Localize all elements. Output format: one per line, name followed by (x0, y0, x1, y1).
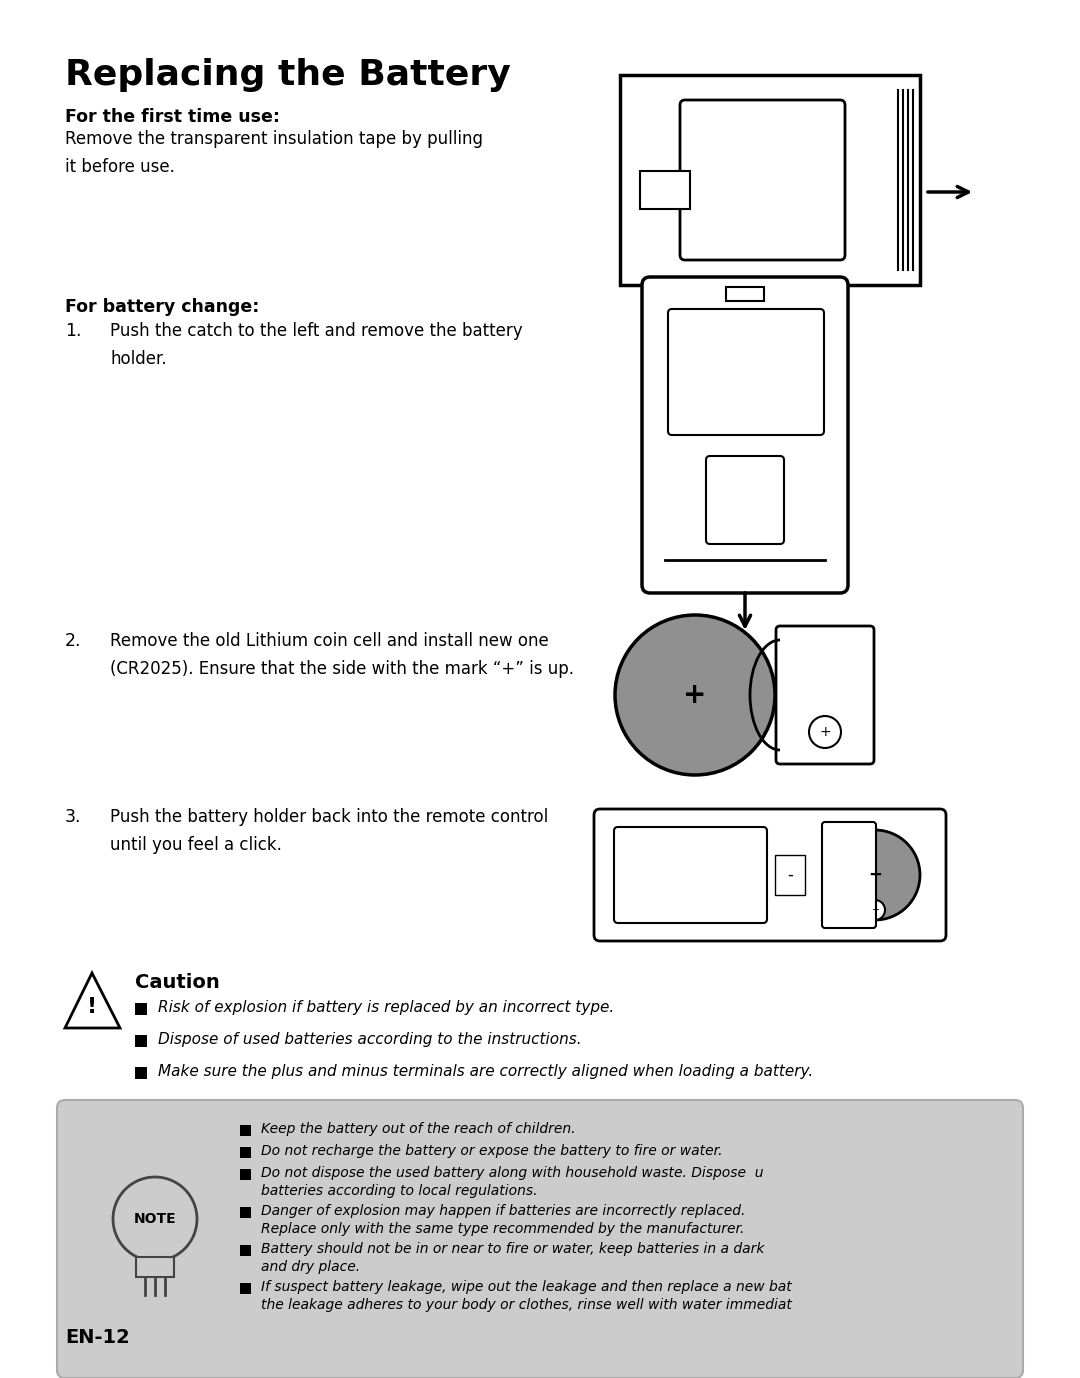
Text: Caution: Caution (135, 973, 219, 992)
Bar (240, 1124, 251, 1135)
Bar (135, 1035, 147, 1047)
FancyBboxPatch shape (642, 277, 848, 593)
Text: Replacing the Battery: Replacing the Battery (65, 58, 511, 92)
Bar (726, 287, 764, 300)
Text: Danger of explosion may happen if batteries are incorrectly replaced.
Replace on: Danger of explosion may happen if batter… (261, 1204, 745, 1236)
Text: Battery should not be in or near to fire or water, keep batteries in a dark
and : Battery should not be in or near to fire… (261, 1242, 765, 1273)
Circle shape (831, 830, 920, 921)
Text: EN-12: EN-12 (65, 1328, 130, 1348)
Text: Remove the old Lithium coin cell and install new one
(CR2025). Ensure that the s: Remove the old Lithium coin cell and ins… (110, 633, 573, 678)
Text: Risk of explosion if battery is replaced by an incorrect type.: Risk of explosion if battery is replaced… (158, 1000, 615, 1016)
Text: For the first time use:: For the first time use: (65, 107, 280, 125)
Text: Do not recharge the battery or expose the battery to fire or water.: Do not recharge the battery or expose th… (261, 1144, 723, 1158)
Text: !: ! (86, 998, 97, 1017)
Text: 3.: 3. (65, 808, 81, 825)
Bar (640, 171, 690, 209)
Text: +: + (870, 905, 879, 915)
FancyBboxPatch shape (822, 823, 876, 927)
Text: +: + (820, 725, 831, 739)
FancyBboxPatch shape (594, 809, 946, 941)
Bar (136, 1257, 174, 1277)
Text: Do not dispose the used battery along with household waste. Dispose  u
batteries: Do not dispose the used battery along wi… (261, 1166, 764, 1197)
Bar (775, 854, 805, 894)
FancyBboxPatch shape (669, 309, 824, 435)
Bar (620, 74, 920, 285)
Bar (240, 1244, 251, 1255)
Text: Push the catch to the left and remove the battery
holder.: Push the catch to the left and remove th… (110, 322, 523, 368)
Bar (135, 1003, 147, 1016)
Text: Make sure the plus and minus terminals are correctly aligned when loading a batt: Make sure the plus and minus terminals a… (158, 1064, 813, 1079)
Text: NOTE: NOTE (134, 1213, 176, 1226)
Text: +: + (684, 681, 706, 710)
Text: If suspect battery leakage, wipe out the leakage and then replace a new bat
the : If suspect battery leakage, wipe out the… (261, 1280, 792, 1312)
Circle shape (113, 1177, 197, 1261)
FancyBboxPatch shape (706, 456, 784, 544)
Text: Keep the battery out of the reach of children.: Keep the battery out of the reach of chi… (261, 1122, 576, 1135)
Text: 2.: 2. (65, 633, 81, 650)
Text: Remove the transparent insulation tape by pulling
it before use.: Remove the transparent insulation tape b… (65, 130, 483, 176)
Circle shape (865, 900, 885, 921)
Text: Push the battery holder back into the remote control
until you feel a click.: Push the battery holder back into the re… (110, 808, 549, 854)
FancyBboxPatch shape (57, 1100, 1023, 1378)
Polygon shape (65, 973, 120, 1028)
FancyBboxPatch shape (615, 827, 767, 923)
Circle shape (809, 717, 841, 748)
Bar (135, 1067, 147, 1079)
Text: 1.: 1. (65, 322, 81, 340)
Circle shape (615, 615, 775, 774)
Bar (240, 1146, 251, 1158)
Bar (240, 1169, 251, 1180)
Text: For battery change:: For battery change: (65, 298, 259, 316)
Text: Dispose of used batteries according to the instructions.: Dispose of used batteries according to t… (158, 1032, 582, 1047)
Bar (240, 1207, 251, 1218)
Bar (240, 1283, 251, 1294)
Text: +: + (868, 865, 882, 885)
Text: -: - (787, 865, 793, 885)
FancyBboxPatch shape (777, 626, 874, 763)
FancyBboxPatch shape (680, 101, 845, 260)
